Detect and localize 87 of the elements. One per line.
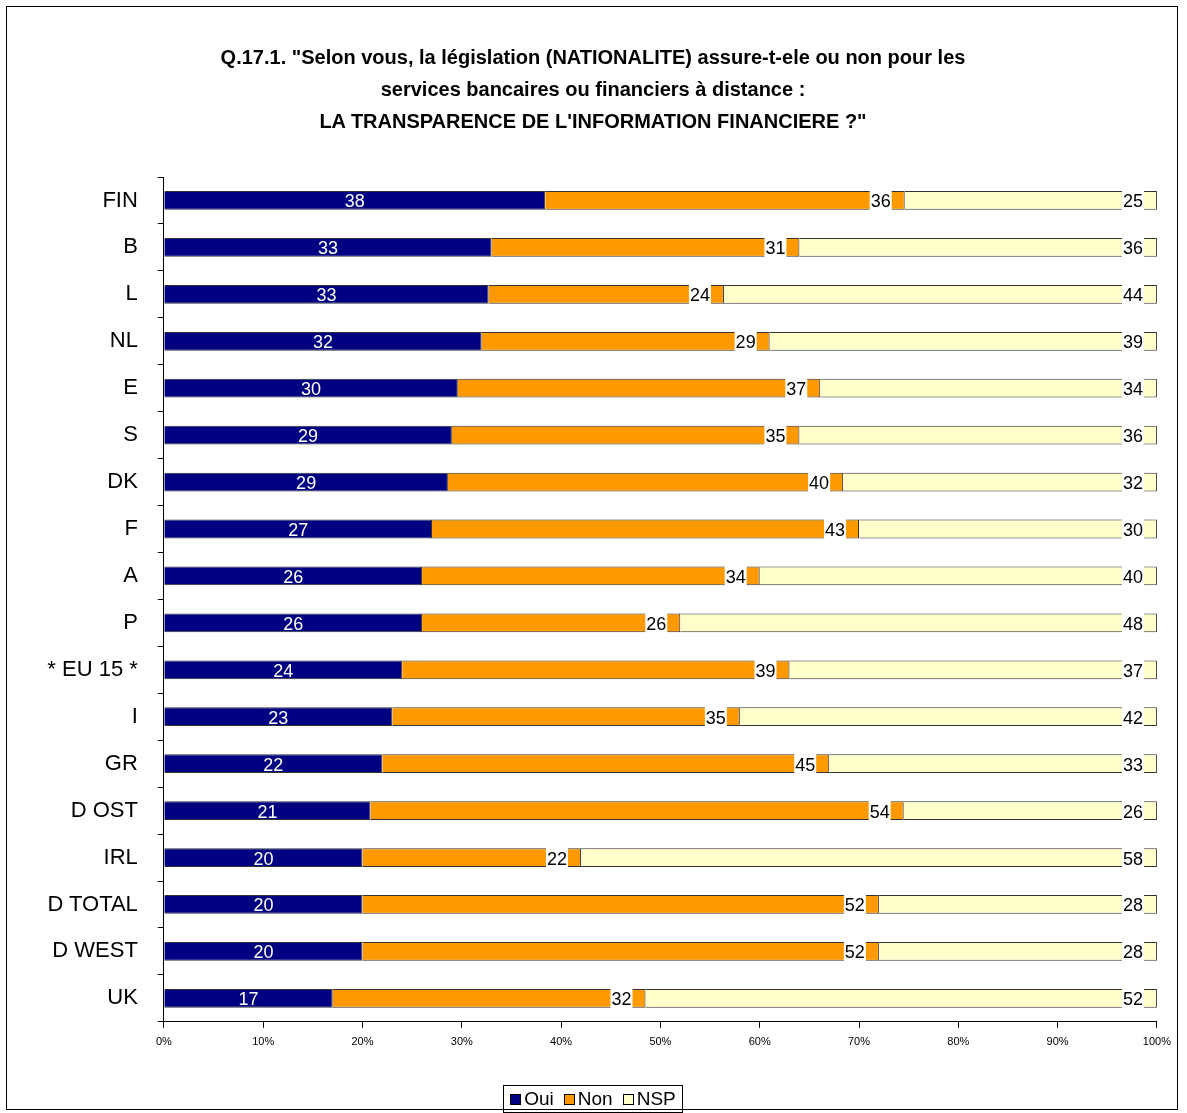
y-tick-label: F <box>124 515 138 541</box>
legend-label: Oui <box>523 1088 554 1110</box>
x-tick-label: 20% <box>351 1035 374 1048</box>
data-label: 40 <box>809 473 830 494</box>
x-tick-label: 70% <box>848 1035 871 1048</box>
data-label: 21 <box>257 801 278 822</box>
y-tick-label: D WEST <box>52 937 138 963</box>
data-label: 37 <box>1122 660 1143 681</box>
data-label: 36 <box>1122 238 1143 259</box>
x-tick-label: 90% <box>1046 1035 1069 1048</box>
data-label: 58 <box>1122 848 1143 869</box>
data-label: 54 <box>869 801 890 822</box>
data-label: 48 <box>1122 613 1143 634</box>
data-label: 26 <box>283 566 304 587</box>
data-label: 28 <box>1122 895 1143 916</box>
data-label: 42 <box>1122 707 1143 728</box>
data-label: 22 <box>263 754 284 775</box>
y-tick-label: S <box>123 421 138 447</box>
data-label: 33 <box>317 238 338 259</box>
data-label: 52 <box>844 895 865 916</box>
data-label: 37 <box>786 379 807 400</box>
data-label: 30 <box>1122 519 1143 540</box>
data-label: 29 <box>735 332 756 353</box>
data-label: 32 <box>313 332 334 353</box>
y-tick-label: L <box>125 280 138 306</box>
y-tick-label: * EU 15 * <box>47 655 139 681</box>
y-tick-label: D OST <box>70 796 138 822</box>
data-label: 35 <box>705 707 726 728</box>
data-label: 52 <box>844 942 865 963</box>
y-tick-label: NL <box>109 327 138 353</box>
y-tick-label: UK <box>107 984 139 1010</box>
data-label: 34 <box>1122 379 1143 400</box>
x-tick-label: 80% <box>947 1035 970 1048</box>
y-tick-label: A <box>123 562 139 587</box>
data-label: 38 <box>344 191 365 212</box>
chart-title: Q.17.1. "Selon vous, la législation (NATIONALITE) assure-t-ele ou non pour les services bancaires ou financiers à distance : LA TRANSPARENCE DE L'INFORMATION FINANCIERE ?" <box>219 45 967 134</box>
data-label: 36 <box>870 191 891 212</box>
data-label: 26 <box>646 613 667 634</box>
data-label: 43 <box>824 519 846 540</box>
data-label: 26 <box>1122 801 1143 822</box>
y-tick-label: P <box>123 608 138 634</box>
legend-label: Non <box>576 1088 613 1110</box>
data-label: 27 <box>288 519 309 540</box>
data-label: 33 <box>316 285 337 306</box>
data-label: 31 <box>765 238 786 259</box>
data-label: 17 <box>238 989 259 1010</box>
data-label: 52 <box>1122 989 1143 1010</box>
data-label: 36 <box>1122 426 1143 447</box>
y-tick-label: I <box>131 702 138 728</box>
x-tick-label: 30% <box>450 1035 474 1048</box>
data-label: 24 <box>689 285 710 306</box>
data-label: 40 <box>1122 566 1143 587</box>
data-label: 44 <box>1122 285 1143 306</box>
data-label: 32 <box>611 989 632 1010</box>
data-label: 28 <box>1122 942 1143 963</box>
data-label: 39 <box>1122 332 1143 353</box>
data-label: 20 <box>253 848 274 869</box>
y-tick-label: GR <box>104 749 138 775</box>
data-label: 30 <box>301 379 322 400</box>
data-label: 23 <box>268 707 289 728</box>
y-tick-label: D TOTAL <box>47 890 138 916</box>
data-label: 33 <box>1122 754 1143 775</box>
data-label: 26 <box>283 613 304 634</box>
x-tick-label: 40% <box>550 1035 573 1048</box>
data-label: 35 <box>765 426 786 447</box>
legend-label: NSP <box>635 1088 676 1110</box>
y-tick-label: DK <box>107 468 139 494</box>
x-tick-label: 60% <box>748 1035 771 1048</box>
data-label: 29 <box>296 473 317 494</box>
data-label: 32 <box>1122 473 1143 494</box>
data-label: 20 <box>253 942 274 963</box>
x-tick-label: 10% <box>252 1035 275 1048</box>
data-label: 24 <box>273 660 294 681</box>
y-tick-label: FIN <box>102 186 138 212</box>
x-tick-label: 100% <box>1142 1035 1172 1048</box>
data-label: 39 <box>755 660 776 681</box>
data-label: 34 <box>725 566 746 587</box>
data-label: 22 <box>546 848 567 869</box>
data-label: 29 <box>298 426 319 447</box>
y-tick-label: E <box>123 374 138 400</box>
x-tick-label: 50% <box>649 1035 672 1048</box>
data-label: 20 <box>253 895 274 916</box>
y-tick-label: B <box>123 233 138 259</box>
x-tick-label: 0% <box>155 1035 173 1048</box>
y-tick-label: IRL <box>103 843 138 869</box>
data-label: 25 <box>1122 191 1143 212</box>
data-label: 45 <box>795 754 816 775</box>
